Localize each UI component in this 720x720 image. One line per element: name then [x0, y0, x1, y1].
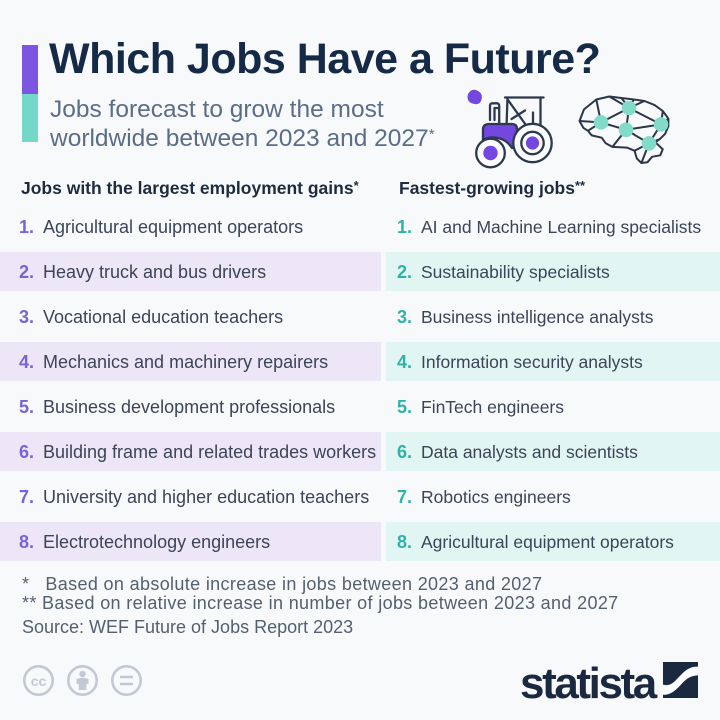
svg-text:cc: cc — [31, 673, 47, 689]
